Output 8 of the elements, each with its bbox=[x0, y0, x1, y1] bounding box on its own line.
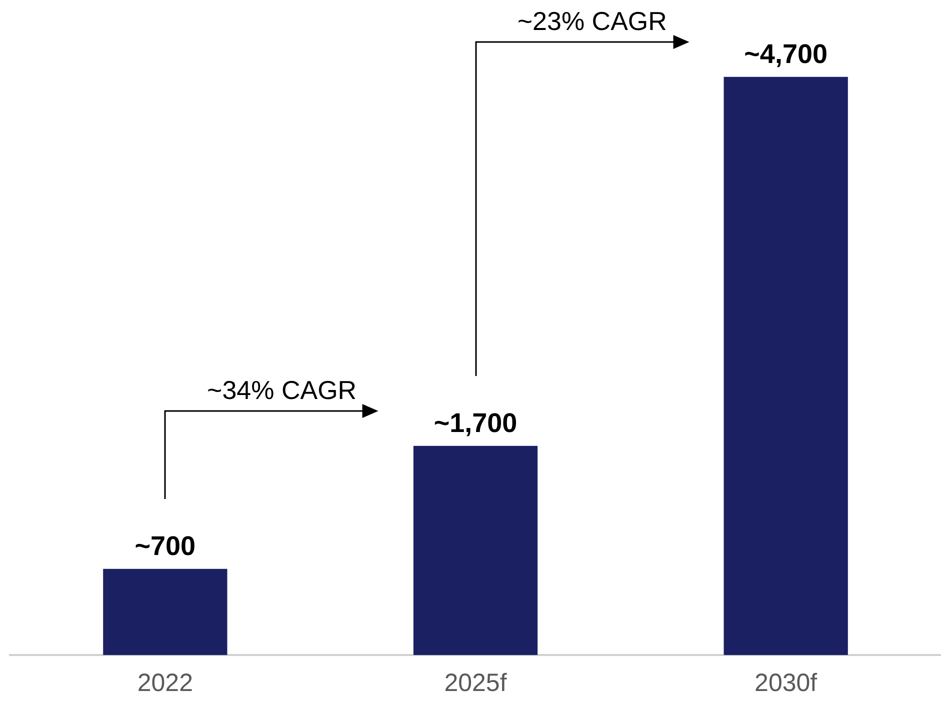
data-label: ~700 bbox=[134, 530, 196, 561]
text: ~23% CAGR bbox=[517, 6, 667, 36]
x-tick-label: 2030f bbox=[754, 668, 818, 697]
x-tick-label: 2025f bbox=[444, 668, 507, 697]
annotation: ~34% CAGR bbox=[207, 375, 357, 406]
data-label: ~1,700 bbox=[434, 408, 518, 438]
x-tick-label: 2022 bbox=[137, 668, 193, 697]
data-label: ~4,700 bbox=[744, 38, 828, 69]
